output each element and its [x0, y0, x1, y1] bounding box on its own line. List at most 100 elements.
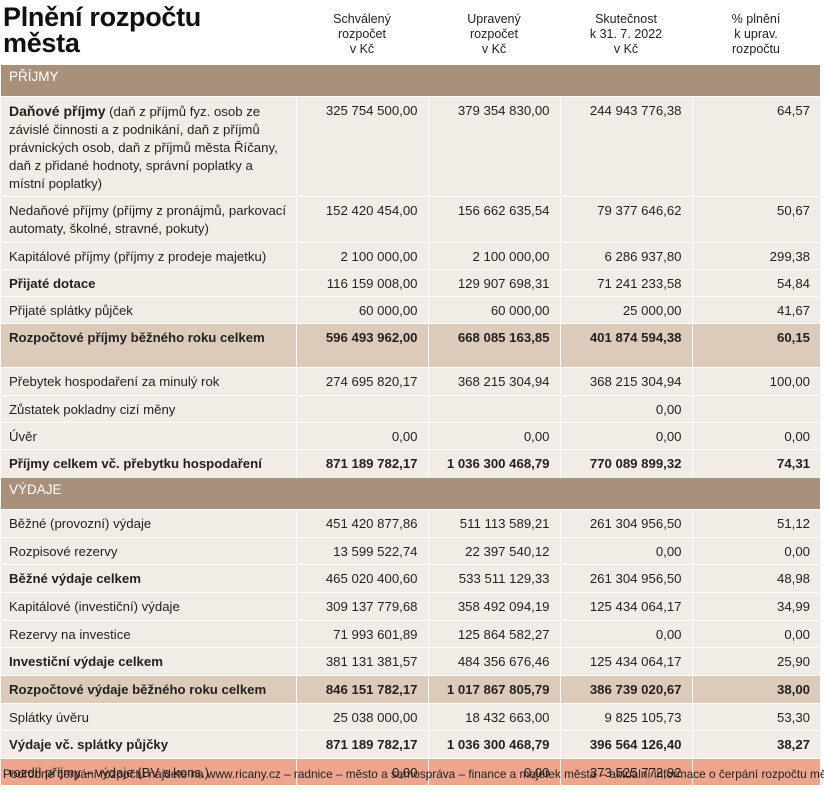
table-row: Běžné (provozní) výdaje 451 420 877,86 5…	[1, 508, 820, 537]
row-label: Rozpočtové příjmy běžného roku celkem	[1, 323, 296, 368]
cell-adjusted: 379 354 830,00	[427, 96, 560, 197]
cell-approved: 325 754 500,00	[295, 96, 428, 197]
cell-approved: 2 100 000,00	[295, 242, 428, 270]
cell-approved: 116 159 008,00	[295, 269, 428, 297]
cell-approved: 846 151 782,17	[295, 674, 428, 703]
cell-approved: 0,00	[295, 422, 428, 450]
cell-adjusted: 484 356 676,46	[427, 646, 560, 675]
table-row: Splátky úvěru 25 038 000,00 18 432 663,0…	[1, 702, 820, 730]
cell-adjusted: 511 113 589,21	[427, 508, 560, 537]
table-row-total: Výdaje vč. splátky půjčky 871 189 782,17…	[1, 729, 820, 758]
cell-adjusted: 1 036 300 468,79	[427, 729, 560, 758]
row-label: Výdaje vč. splátky půjčky	[1, 729, 296, 758]
cell-approved: 25 038 000,00	[295, 702, 428, 730]
table-row: Rozpisové rezervy 13 599 522,74 22 397 5…	[1, 536, 820, 564]
table-row-total: Příjmy celkem vč. přebytku hospodaření 8…	[1, 449, 820, 478]
row-label: Daňové příjmy (daň z příjmů fyz. osob ze…	[1, 96, 296, 197]
cell-adjusted: 368 215 304,94	[427, 367, 560, 396]
cell-approved: 0,00	[295, 757, 428, 785]
table-row-total: Rozpočtové výdaje běžného roku celkem 84…	[1, 674, 820, 703]
cell-approved: 465 020 400,60	[295, 563, 428, 592]
cell-actual: 396 564 126,40	[559, 729, 692, 758]
section-label-income: PŘÍJMY	[1, 65, 820, 97]
cell-percent: 0,00	[691, 422, 820, 450]
cell-approved: 309 137 779,68	[295, 591, 428, 620]
section-header-expenses: VÝDAJE	[1, 477, 820, 509]
cell-actual: 0,00	[559, 395, 692, 423]
row-label: Nedaňové příjmy (příjmy z pronájmů, park…	[1, 196, 296, 243]
cell-adjusted: 668 085 163,85	[427, 323, 560, 368]
cell-approved: 60 000,00	[295, 296, 428, 324]
row-label: Přijaté splátky půjček	[1, 296, 296, 324]
table-row: Přijaté dotace 116 159 008,00 129 907 69…	[1, 269, 820, 297]
row-label: rozdíl příjmy – výdaje (BV s kons.)	[1, 757, 296, 785]
cell-approved: 451 420 877,86	[295, 508, 428, 537]
row-label: Kapitálové (investiční) výdaje	[1, 591, 296, 620]
cell-actual: 244 943 776,38	[559, 96, 692, 197]
cell-actual: 770 089 899,32	[559, 449, 692, 478]
section-label-expenses: VÝDAJE	[1, 477, 820, 509]
row-label: Rezervy na investice	[1, 619, 296, 647]
column-header-approved: Schválený rozpočet v Kč	[333, 12, 391, 56]
cell-adjusted	[427, 395, 560, 423]
cell-approved: 381 131 381,57	[295, 646, 428, 675]
cell-actual: 373 525 772,92	[559, 757, 692, 785]
row-label: Investiční výdaje celkem	[1, 646, 296, 675]
cell-percent: 60,15	[691, 323, 820, 368]
cell-percent: 38,00	[691, 674, 820, 703]
cell-actual: 25 000,00	[559, 296, 692, 324]
cell-approved	[295, 395, 428, 423]
cell-adjusted: 2 100 000,00	[427, 242, 560, 270]
cell-approved: 871 189 782,17	[295, 449, 428, 478]
cell-actual: 368 215 304,94	[559, 367, 692, 396]
row-label-bold: Daňové příjmy	[9, 103, 106, 119]
row-label: Přijaté dotace	[1, 269, 296, 297]
cell-actual: 0,00	[559, 422, 692, 450]
cell-percent: 0,00	[691, 619, 820, 647]
table-row: Zůstatek pokladny cizí měny 0,00	[1, 395, 820, 423]
column-header-actual: Skutečnost k 31. 7. 2022 v Kč	[589, 12, 663, 56]
cell-approved: 13 599 522,74	[295, 536, 428, 564]
cell-approved: 274 695 820,17	[295, 367, 428, 396]
row-label: Běžné (provozní) výdaje	[1, 508, 296, 537]
cell-adjusted: 125 864 582,27	[427, 619, 560, 647]
column-header-adjusted: Upravený rozpočet v Kč	[467, 12, 521, 56]
table-row: Kapitálové (investiční) výdaje 309 137 7…	[1, 591, 820, 620]
cell-adjusted: 129 907 698,31	[427, 269, 560, 297]
table-row: Kapitálové příjmy (příjmy z prodeje maje…	[1, 242, 820, 270]
row-label: Příjmy celkem vč. přebytku hospodaření	[1, 449, 296, 478]
cell-adjusted: 1 017 867 805,79	[427, 674, 560, 703]
table-row: Rezervy na investice 71 993 601,89 125 8…	[1, 619, 820, 647]
cell-percent: 0,00	[691, 536, 820, 564]
column-header-percent: % plnění k uprav. rozpočtu	[731, 12, 781, 56]
cell-approved: 71 993 601,89	[295, 619, 428, 647]
table-row-total: Rozpočtové příjmy běžného roku celkem 59…	[1, 323, 820, 368]
cell-actual: 79 377 646,62	[559, 196, 692, 243]
row-label-detail: (daň z příjmů fyz. osob ze závislé činno…	[9, 104, 278, 191]
row-label: Splátky úvěru	[1, 702, 296, 730]
table-row: Úvěr 0,00 0,00 0,00 0,00	[1, 422, 820, 450]
cell-percent: 41,67	[691, 296, 820, 324]
cell-adjusted: 0,00	[427, 757, 560, 785]
cell-approved: 871 189 782,17	[295, 729, 428, 758]
row-label: Běžné výdaje celkem	[1, 563, 296, 592]
cell-actual: 9 825 105,73	[559, 702, 692, 730]
cell-percent: 48,98	[691, 563, 820, 592]
cell-percent: 54,84	[691, 269, 820, 297]
cell-percent	[691, 395, 820, 423]
row-label: Rozpisové rezervy	[1, 536, 296, 564]
title-line-1: Plnění rozpočtu	[3, 2, 202, 32]
table-row: Nedaňové příjmy (příjmy z pronájmů, park…	[1, 196, 820, 243]
cell-adjusted: 156 662 635,54	[427, 196, 560, 243]
cell-adjusted: 358 492 094,19	[427, 591, 560, 620]
cell-actual: 386 739 020,67	[559, 674, 692, 703]
cell-actual: 0,00	[559, 619, 692, 647]
cell-percent	[691, 757, 820, 785]
row-label: Úvěr	[1, 422, 296, 450]
cell-adjusted: 0,00	[427, 422, 560, 450]
cell-percent: 100,00	[691, 367, 820, 396]
table-header-row: Plnění rozpočtu města Schválený rozpočet…	[1, 0, 820, 65]
cell-actual: 125 434 064,17	[559, 591, 692, 620]
cell-actual: 125 434 064,17	[559, 646, 692, 675]
cell-adjusted: 22 397 540,12	[427, 536, 560, 564]
